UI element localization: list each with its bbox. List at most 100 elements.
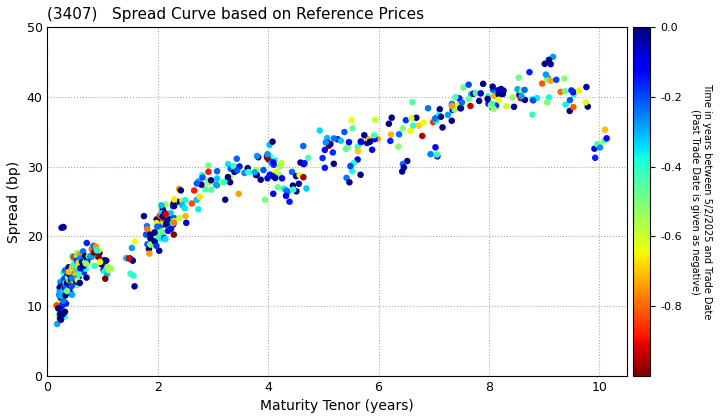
Point bbox=[402, 158, 413, 164]
Point bbox=[400, 117, 412, 123]
Point bbox=[101, 257, 112, 264]
Point bbox=[176, 202, 188, 208]
Point bbox=[91, 247, 103, 254]
Point bbox=[270, 169, 282, 176]
Point bbox=[150, 220, 162, 226]
Point bbox=[482, 95, 493, 102]
Point bbox=[418, 119, 429, 126]
Point bbox=[433, 112, 444, 118]
Point bbox=[544, 94, 555, 101]
Point bbox=[168, 221, 179, 228]
Point bbox=[255, 176, 266, 183]
Point bbox=[56, 224, 68, 231]
Point bbox=[77, 248, 89, 255]
Point bbox=[513, 92, 525, 98]
Point bbox=[542, 75, 554, 81]
Point bbox=[345, 163, 356, 170]
Text: (3407)   Spread Curve based on Reference Prices: (3407) Spread Curve based on Reference P… bbox=[48, 7, 425, 22]
Point bbox=[477, 81, 489, 87]
Point bbox=[410, 114, 422, 121]
Point bbox=[446, 102, 458, 109]
Point bbox=[368, 132, 379, 139]
Point bbox=[515, 95, 526, 102]
Point bbox=[71, 278, 82, 285]
Point bbox=[456, 99, 468, 106]
Point bbox=[127, 272, 139, 279]
Point bbox=[158, 229, 169, 236]
Point bbox=[591, 141, 603, 148]
Point bbox=[158, 234, 170, 241]
Point bbox=[332, 136, 343, 143]
Point bbox=[278, 185, 289, 192]
Point bbox=[94, 249, 105, 256]
Point bbox=[526, 111, 538, 118]
Point bbox=[149, 238, 161, 245]
Point bbox=[60, 283, 72, 289]
Point bbox=[274, 164, 285, 171]
Y-axis label: Spread (bp): Spread (bp) bbox=[7, 160, 21, 242]
Point bbox=[181, 219, 192, 226]
Point bbox=[564, 97, 576, 103]
Point bbox=[77, 265, 89, 272]
Point bbox=[325, 141, 336, 147]
Point bbox=[58, 297, 69, 304]
Point bbox=[168, 196, 180, 203]
Point bbox=[72, 277, 84, 284]
Point bbox=[463, 96, 474, 102]
Point bbox=[452, 102, 464, 109]
Point bbox=[63, 266, 75, 273]
Point bbox=[66, 275, 78, 282]
Point bbox=[229, 168, 240, 175]
Point bbox=[191, 197, 202, 203]
Point bbox=[71, 260, 83, 267]
Point bbox=[211, 182, 222, 189]
Point bbox=[54, 315, 66, 322]
Point bbox=[397, 168, 408, 175]
Point bbox=[58, 298, 69, 305]
Point bbox=[174, 215, 185, 222]
Point bbox=[145, 236, 157, 243]
Point bbox=[66, 274, 78, 281]
Point bbox=[76, 259, 88, 265]
Point bbox=[138, 213, 150, 220]
Point bbox=[405, 127, 416, 134]
Point bbox=[266, 160, 277, 167]
Point bbox=[519, 97, 531, 103]
Point bbox=[508, 103, 520, 110]
Point bbox=[58, 276, 70, 282]
Point bbox=[103, 267, 114, 273]
Point bbox=[397, 160, 409, 167]
Point bbox=[464, 102, 476, 109]
Point bbox=[231, 167, 243, 174]
Point bbox=[287, 168, 298, 175]
Point bbox=[321, 135, 333, 142]
Point bbox=[199, 186, 211, 193]
Point bbox=[225, 174, 236, 181]
Point bbox=[58, 293, 69, 300]
Point bbox=[222, 174, 234, 181]
Point bbox=[598, 137, 610, 144]
Point bbox=[425, 151, 436, 158]
Point bbox=[507, 94, 518, 101]
Point bbox=[72, 261, 84, 268]
Point bbox=[319, 147, 330, 153]
Point bbox=[57, 302, 68, 309]
Point bbox=[73, 274, 84, 281]
Point bbox=[168, 219, 179, 226]
Point bbox=[153, 233, 165, 240]
Point bbox=[191, 180, 202, 187]
Point bbox=[156, 220, 167, 227]
Point bbox=[82, 260, 94, 266]
Point bbox=[559, 88, 571, 94]
Point bbox=[99, 257, 110, 264]
Point bbox=[67, 263, 78, 270]
Point bbox=[251, 167, 262, 174]
Point bbox=[83, 253, 94, 260]
Point bbox=[98, 267, 109, 273]
Point bbox=[71, 256, 83, 263]
Point bbox=[346, 168, 358, 174]
Point bbox=[268, 159, 279, 166]
Point bbox=[76, 260, 87, 266]
Point bbox=[75, 255, 86, 262]
Point bbox=[369, 116, 381, 123]
